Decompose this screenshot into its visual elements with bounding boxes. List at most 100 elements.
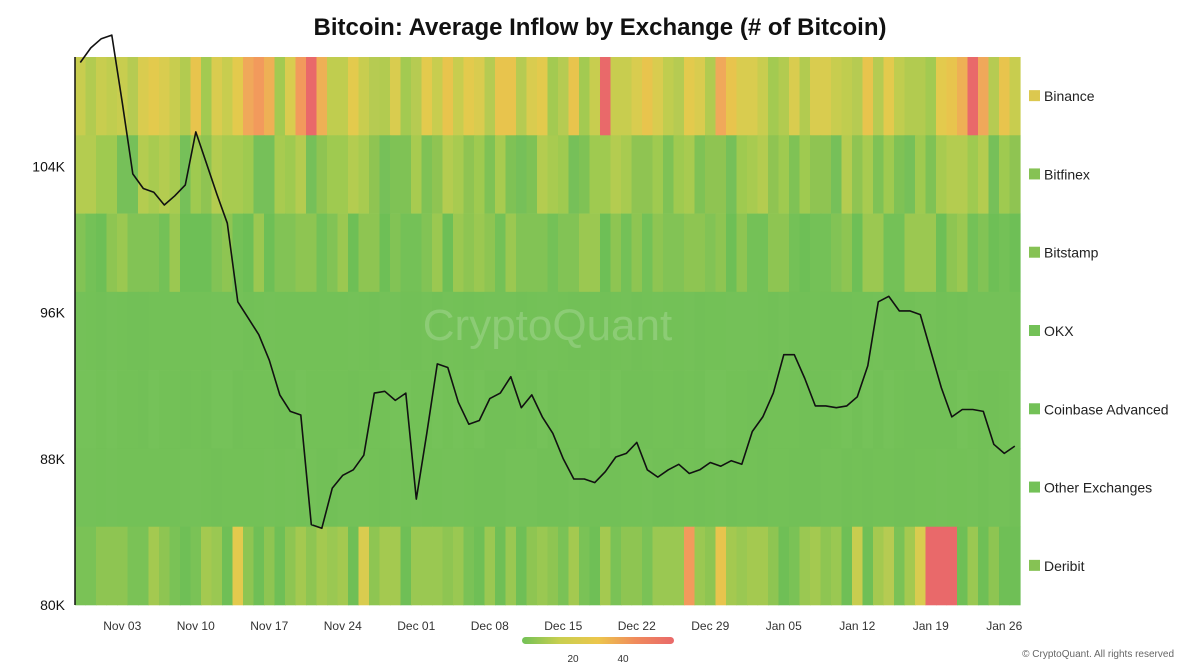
heatmap-cell — [673, 526, 685, 606]
heatmap-cell — [778, 291, 790, 371]
heatmap-cell — [799, 213, 811, 293]
heatmap-cell — [400, 213, 412, 293]
heatmap-cell — [526, 448, 538, 528]
heatmap-cell — [484, 370, 496, 449]
heatmap-cell — [820, 448, 832, 528]
heatmap-cell — [663, 291, 675, 371]
heatmap-cell — [778, 370, 790, 449]
heatmap-cell — [169, 370, 181, 449]
heatmap-cell — [75, 448, 87, 528]
heatmap-cell — [862, 135, 874, 214]
heatmap-cell — [264, 526, 276, 606]
heatmap-cell — [841, 213, 853, 293]
heatmap-cell — [159, 526, 171, 606]
heatmap-cell — [432, 213, 444, 293]
heatmap-cell — [873, 291, 885, 371]
heatmap-cell — [789, 370, 801, 449]
heatmap-cell — [127, 448, 139, 528]
heatmap-cell — [621, 370, 633, 449]
heatmap-cell — [610, 448, 622, 528]
heatmap-cell — [505, 448, 517, 528]
heatmap-cell — [999, 291, 1011, 371]
heatmap-cell — [789, 213, 801, 293]
heatmap-cell — [474, 135, 486, 214]
heatmap-cell — [925, 213, 937, 293]
heatmap-cell — [684, 135, 696, 214]
heatmap-cell — [915, 213, 927, 293]
heatmap-cell — [925, 526, 937, 606]
row-label: Coinbase Advanced — [1044, 401, 1169, 417]
heatmap-cell — [495, 370, 507, 449]
heatmap-cell — [894, 526, 906, 606]
heatmap-cell — [621, 213, 633, 293]
heatmap-cell — [894, 448, 906, 528]
heatmap-cell — [85, 291, 97, 371]
heatmap-cell — [936, 370, 948, 449]
heatmap-cell — [379, 291, 391, 371]
heatmap-cell — [537, 213, 549, 293]
heatmap-cell — [967, 448, 979, 528]
heatmap-cell — [873, 135, 885, 214]
heatmap-cell — [526, 291, 538, 371]
heatmap-cell — [936, 57, 948, 136]
heatmap-cell — [127, 57, 139, 136]
heatmap-cell — [463, 213, 475, 293]
heatmap-cell — [820, 526, 832, 606]
heatmap-cell — [789, 135, 801, 214]
x-tick-label: Jan 12 — [839, 619, 875, 633]
heatmap-cell — [621, 448, 633, 528]
heatmap-cell — [264, 291, 276, 371]
heatmap-cell — [274, 135, 286, 214]
heatmap-cell — [1009, 135, 1021, 214]
heatmap-cell — [421, 291, 433, 371]
heatmap-cell — [747, 57, 759, 136]
heatmap-cell — [96, 526, 108, 606]
heatmap-cell — [904, 448, 916, 528]
heatmap-cell — [327, 213, 339, 293]
heatmap-cell — [946, 448, 958, 528]
heatmap-cell — [243, 370, 255, 449]
heatmap-cell — [841, 448, 853, 528]
heatmap-cell — [106, 526, 118, 606]
legend-swatch — [1029, 325, 1040, 336]
heatmap-cell — [537, 370, 549, 449]
heatmap-cell — [264, 135, 276, 214]
heatmap-cell — [883, 291, 895, 371]
heatmap-cell — [904, 135, 916, 214]
heatmap-cell — [159, 291, 171, 371]
heatmap-cell — [306, 291, 318, 371]
heatmap-cell — [117, 213, 129, 293]
heatmap-cell — [642, 526, 654, 606]
heatmap-cell — [694, 57, 706, 136]
heatmap-cell — [852, 370, 864, 449]
heatmap-cell — [726, 57, 738, 136]
heatmap-cell — [253, 526, 265, 606]
heatmap-cell — [253, 135, 265, 214]
heatmap-cell — [726, 448, 738, 528]
heatmap-cell — [306, 448, 318, 528]
heatmap-cell — [379, 57, 391, 136]
heatmap-cell — [85, 213, 97, 293]
heatmap-cell — [579, 448, 591, 528]
heatmap-cell — [358, 291, 370, 371]
heatmap-cell — [222, 370, 234, 449]
heatmap-cell — [138, 448, 150, 528]
heatmap-cell — [180, 448, 192, 528]
heatmap-cell — [862, 526, 874, 606]
heatmap-cell — [264, 370, 276, 449]
heatmap-cell — [547, 291, 559, 371]
heatmap-cell — [411, 370, 423, 449]
heatmap-cell — [400, 291, 412, 371]
x-tick-label: Nov 03 — [103, 619, 141, 633]
heatmap-cell — [610, 370, 622, 449]
heatmap-cell — [180, 213, 192, 293]
heatmap-cell — [243, 526, 255, 606]
heatmap-cell — [663, 57, 675, 136]
x-tick-label: Jan 26 — [986, 619, 1022, 633]
heatmap-cell — [694, 135, 706, 214]
heatmap-cell — [663, 135, 675, 214]
heatmap-cell — [957, 526, 969, 606]
heatmap-cell — [579, 370, 591, 449]
heatmap-cell — [547, 526, 559, 606]
heatmap-cell — [904, 370, 916, 449]
